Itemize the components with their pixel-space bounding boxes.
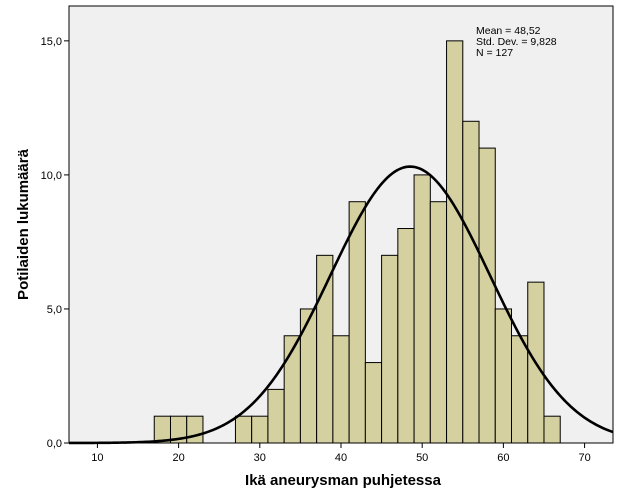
- y-axis: 0,0 5,0 10,0 15,0: [41, 36, 69, 450]
- histogram-bar: [429, 201, 448, 444]
- histogram-bar: [267, 388, 285, 444]
- histogram-bar: [446, 40, 464, 444]
- histogram-bar: [348, 201, 366, 444]
- histogram-bar: [494, 308, 513, 444]
- y-tick-label: 0,0: [47, 438, 62, 450]
- x-axis: 10 20 30 40 50 60 70: [91, 443, 591, 464]
- x-tick-label: 70: [578, 452, 590, 464]
- x-tick-label: 10: [91, 452, 103, 464]
- histogram-bar: [478, 147, 496, 444]
- x-tick-label: 50: [416, 452, 428, 464]
- histogram-bar: [413, 174, 431, 444]
- y-axis-title: Potilaiden lukumäärä: [15, 148, 32, 300]
- x-axis-title: Ikä aneurysman puhjetessa: [245, 472, 442, 489]
- x-tick-label: 60: [497, 452, 509, 464]
- histogram-bar: [186, 415, 204, 444]
- histogram-bar: [381, 254, 399, 444]
- x-tick-label: 30: [254, 452, 266, 464]
- histogram-bar: [397, 228, 415, 444]
- normal-curve: [69, 165, 614, 445]
- stats-mean: Mean = 48,52: [476, 25, 541, 37]
- x-tick-label: 40: [335, 452, 347, 464]
- histogram-bar: [234, 415, 253, 444]
- histogram-bar: [543, 415, 561, 444]
- y-tick-label: 15,0: [41, 36, 62, 48]
- bars-group: [153, 40, 561, 444]
- y-tick-label: 5,0: [47, 304, 62, 316]
- stats-std-dev: Std. Dev. = 9,828: [476, 36, 557, 48]
- histogram-bar: [316, 254, 334, 444]
- histogram-bar: [364, 362, 383, 444]
- y-tick-label: 10,0: [41, 170, 62, 182]
- histogram-bar: [332, 335, 350, 444]
- x-tick-label: 20: [172, 452, 184, 464]
- stats-n: N = 127: [476, 47, 513, 59]
- histogram-bar: [251, 415, 269, 444]
- stats-box: Mean = 48,52 Std. Dev. = 9,828 N = 127: [476, 25, 557, 59]
- histogram-bar: [462, 120, 480, 444]
- histogram-bar: [511, 335, 529, 444]
